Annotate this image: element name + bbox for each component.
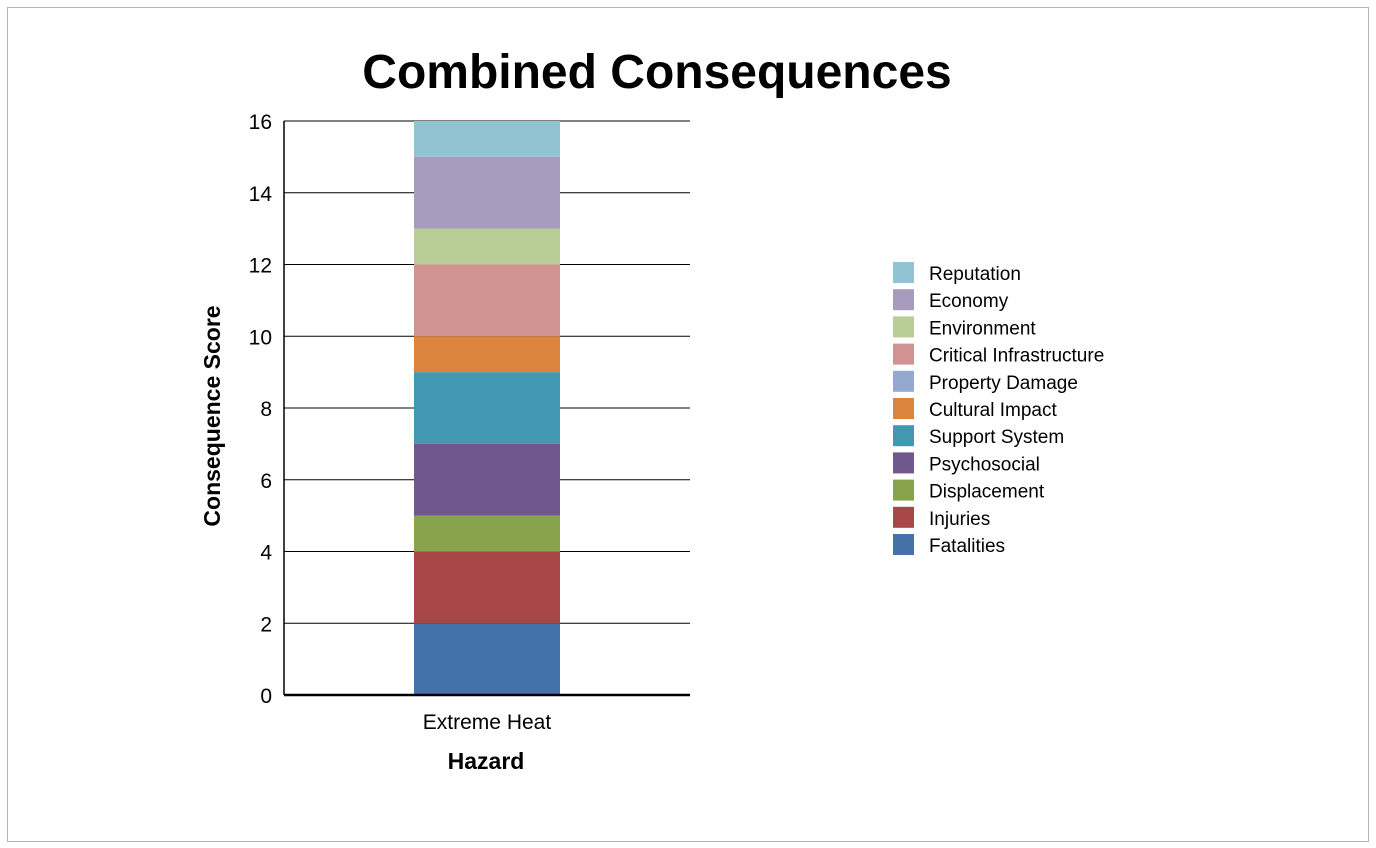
- legend-item: Psychosocial: [893, 452, 1040, 475]
- legend-item: Displacement: [893, 479, 1045, 503]
- legend-swatch: [893, 506, 914, 528]
- bar-segment-injuries: [414, 551, 560, 624]
- legend-item: Reputation: [893, 262, 1021, 285]
- chart-frame: Combined Consequences 0 2 4 6 8 10 12 14 16 Extr…: [7, 7, 1369, 842]
- legend-label: Psychosocial: [929, 454, 1040, 475]
- chart-svg: Combined Consequences 0 2 4 6 8 10 12 14 16 Extr…: [199, 46, 1104, 774]
- y-tick-label: 12: [249, 255, 272, 278]
- legend-swatch: [893, 479, 914, 501]
- legend-swatch: [893, 370, 914, 392]
- bar-segment-reputation: [414, 121, 560, 157]
- chart-title: Combined Consequences: [362, 46, 951, 99]
- y-tick-label: 14: [249, 183, 273, 206]
- y-tick-label: 6: [260, 470, 272, 493]
- y-tick-label: 4: [260, 542, 272, 565]
- y-tick-labels: 0 2 4 6 8 10 12 14 16: [249, 111, 273, 708]
- bar-segment-environment: [414, 228, 560, 265]
- legend-item: Cultural Impact: [893, 398, 1057, 421]
- legend-swatch: [893, 289, 914, 311]
- y-axis-label: Consequence Score: [199, 305, 225, 526]
- legend-label: Critical Infrastructure: [929, 346, 1104, 367]
- legend-swatch: [893, 452, 914, 474]
- legend-label: Environment: [929, 318, 1036, 339]
- y-tick-label: 10: [249, 326, 272, 349]
- x-tick-label: Extreme Heat: [423, 711, 552, 734]
- legend-swatch: [893, 316, 914, 338]
- legend-label: Displacement: [929, 482, 1045, 503]
- legend-label: Cultural Impact: [929, 400, 1057, 421]
- legend-label: Fatalities: [929, 536, 1005, 557]
- legend-item: Property Damage: [893, 370, 1078, 394]
- legend-item: Fatalities: [893, 534, 1005, 557]
- legend-swatch: [893, 262, 914, 283]
- legend-label: Property Damage: [929, 373, 1078, 394]
- bar-segment-critical-infrastructure: [414, 264, 560, 337]
- legend-item: Critical Infrastructure: [893, 343, 1104, 367]
- x-axis-label: Hazard: [448, 748, 525, 774]
- y-tick-label: 2: [260, 613, 272, 636]
- legend-label: Economy: [929, 291, 1009, 312]
- bar-segment-fatalities: [414, 623, 560, 695]
- legend-label: Support System: [929, 427, 1064, 448]
- legend-item: Environment: [893, 316, 1036, 339]
- bar-segment-displacement: [414, 515, 560, 552]
- y-tick-label: 0: [260, 685, 272, 708]
- bar-segment-psychosocial: [414, 443, 560, 516]
- legend-item: Economy: [893, 289, 1009, 312]
- y-tick-label: 16: [249, 111, 272, 134]
- legend-item: Injuries: [893, 506, 990, 530]
- bar-segment-cultural-impact: [414, 336, 560, 373]
- y-tick-label: 8: [260, 398, 272, 421]
- x-tick-labels: Extreme Heat: [423, 711, 552, 734]
- bar-segment-economy: [414, 156, 560, 229]
- bar-stack: [414, 121, 560, 695]
- legend-swatch: [893, 425, 914, 447]
- legend-swatch: [893, 343, 914, 365]
- legend-item: Support System: [893, 425, 1064, 448]
- legend-label: Injuries: [929, 509, 990, 530]
- legend-swatch: [893, 534, 914, 555]
- legend-label: Reputation: [929, 264, 1021, 285]
- legend-swatch: [893, 398, 914, 419]
- legend: Reputation Economy Environment Critical Inf…: [893, 262, 1104, 557]
- bar-segment-support-system: [414, 372, 560, 444]
